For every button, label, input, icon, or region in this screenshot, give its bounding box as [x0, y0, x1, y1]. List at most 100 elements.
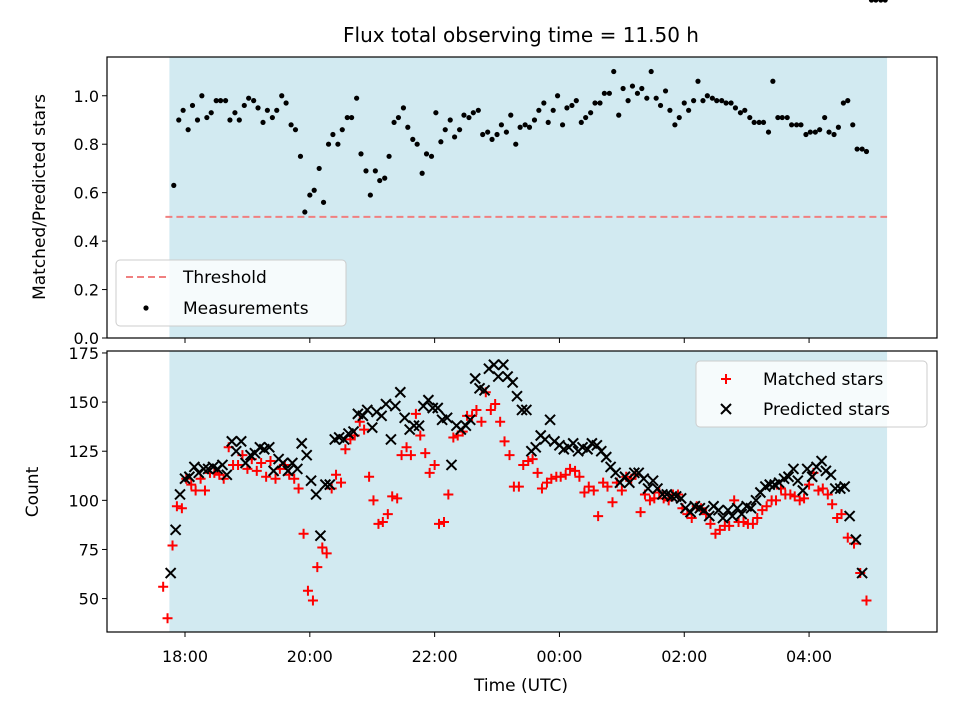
measurement-point: [489, 136, 495, 142]
measurement-point: [709, 95, 715, 101]
matched-star-point: [336, 477, 347, 488]
predicted-star-point: [357, 410, 369, 422]
measurement-point: [382, 175, 388, 181]
matched-star-point: [570, 465, 581, 476]
predicted-star-point: [581, 443, 594, 455]
measurement-point: [325, 141, 332, 147]
predicted-star-point: [488, 359, 500, 371]
measurement-point: [513, 141, 519, 147]
x-tick-label: 18:00: [162, 647, 208, 666]
predicted-star-point: [445, 459, 458, 471]
measurement-point: [302, 209, 308, 215]
matched-star-point: [644, 495, 655, 506]
matched-star-point: [171, 501, 182, 512]
matched-star-point: [186, 479, 197, 490]
measurement-point: [691, 98, 697, 104]
legend-predicted-label: Predicted stars: [763, 400, 890, 420]
predicted-star-point: [609, 467, 622, 479]
predicted-star-point: [295, 437, 308, 450]
y-tick-label: 125: [68, 442, 99, 461]
measurement-point: [597, 100, 603, 106]
measurement-point: [807, 129, 813, 135]
matched-star-point: [724, 520, 735, 531]
x-tick-label: 00:00: [536, 647, 582, 666]
measurement-point: [405, 124, 411, 130]
matched-star-point: [298, 528, 309, 539]
measurement-point: [475, 107, 481, 113]
predicted-star-point: [829, 482, 841, 495]
measurement-point: [354, 95, 360, 101]
matched-star-point: [593, 511, 604, 522]
matched-star-point: [855, 568, 866, 579]
predicted-star-point: [263, 441, 275, 453]
predicted-star-point: [838, 480, 851, 493]
predicted-star-point: [792, 474, 804, 487]
measurement-point: [410, 136, 416, 142]
measurement-point: [204, 114, 210, 121]
top-legend: Threshold Measurements: [115, 259, 347, 327]
predicted-star-point: [806, 471, 818, 483]
measurement-point: [756, 119, 762, 126]
predicted-star-point: [684, 506, 697, 518]
matched-star-point: [405, 450, 416, 461]
measurement-point: [522, 122, 528, 128]
matched-star-point: [424, 467, 435, 478]
measurement-point: [452, 134, 458, 140]
measurement-point: [686, 107, 692, 113]
predicted-star-point: [722, 504, 734, 516]
measurement-point: [760, 119, 767, 126]
measurement-point: [279, 93, 285, 99]
measurement-point: [765, 129, 772, 135]
matched-star-point: [443, 489, 454, 500]
matched-star-point: [761, 501, 772, 512]
predicted-star-point: [267, 465, 280, 477]
measurement-point: [554, 93, 561, 99]
matched-star-point: [420, 448, 431, 459]
x-tick-label: 04:00: [786, 647, 832, 666]
legend-matched-label: Matched stars: [763, 370, 883, 390]
measurement-point: [171, 182, 177, 188]
measurement-point: [470, 110, 476, 116]
x-tick-label: 22:00: [412, 647, 458, 666]
predicted-star-point: [226, 435, 238, 448]
predicted-star-point: [520, 404, 533, 416]
measurement-point: [779, 114, 785, 121]
measurement-point: [176, 117, 182, 123]
predicted-star-point: [310, 488, 322, 501]
matched-star-point: [410, 408, 421, 419]
measurement-point: [503, 129, 509, 135]
matched-star-point: [256, 458, 267, 469]
measurement-point: [264, 107, 270, 113]
measurement-point: [667, 107, 673, 113]
measurement-point: [793, 122, 800, 128]
measurement-point: [588, 110, 594, 116]
measurement-point: [456, 127, 463, 133]
predicted-star-point: [460, 419, 472, 432]
measurement-point: [835, 124, 841, 130]
predicted-star-point: [856, 567, 868, 579]
predicted-star-point: [750, 494, 762, 507]
predicted-star-point: [338, 433, 350, 446]
measurement-point: [400, 105, 407, 111]
predicted-star-point: [324, 478, 336, 491]
x-axis-label: Time (UTC): [473, 676, 568, 696]
predicted-star-point: [497, 359, 509, 371]
top-x-ticks: [184, 338, 810, 343]
matched-star-point: [705, 518, 716, 529]
measurement-point: [545, 119, 551, 126]
predicted-star-point: [183, 471, 196, 483]
predicted-star-point: [432, 402, 444, 414]
matched-star-point: [359, 424, 370, 435]
measurement-point: [878, 0, 884, 3]
measurement-point: [372, 168, 378, 174]
y-tick-label: 0.6: [74, 184, 99, 203]
predicted-star-point: [441, 412, 453, 424]
matched-star-point: [317, 542, 328, 553]
measurement-point: [217, 98, 224, 104]
y-tick-label: 50: [79, 590, 99, 609]
measurement-point: [803, 131, 809, 138]
measurement-point: [747, 114, 753, 121]
predicted-star-point: [815, 455, 828, 467]
matched-star-point: [770, 495, 781, 506]
matched-star-point: [555, 471, 566, 482]
